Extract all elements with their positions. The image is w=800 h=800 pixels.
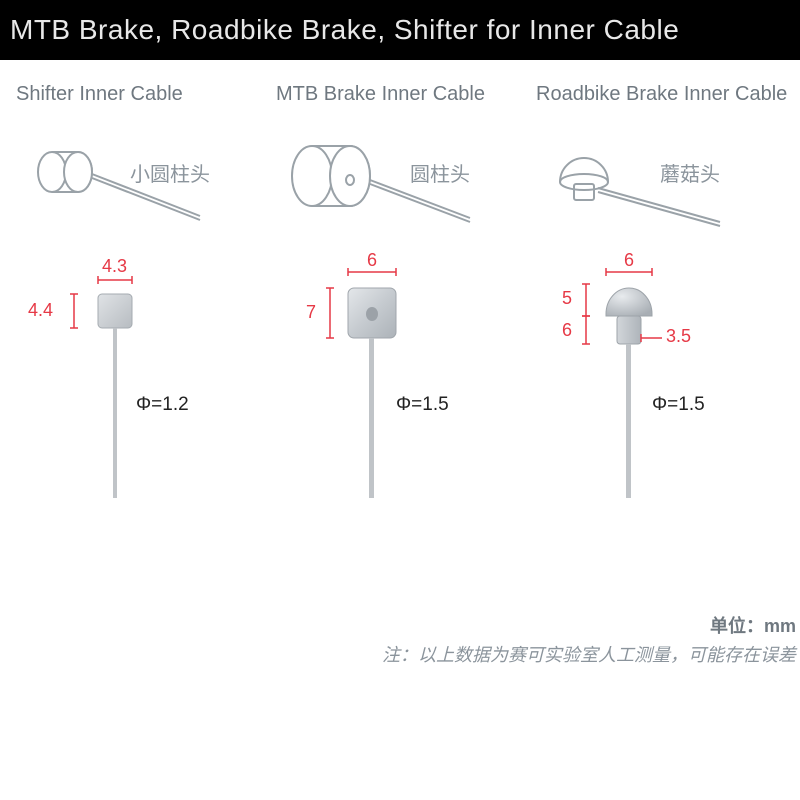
col-road: Roadbike Brake Inner Cable 蘑菇头 — [530, 60, 790, 534]
road-dim-neckh: 6 — [562, 320, 572, 341]
shifter-cn-label: 小圆柱头 — [130, 158, 210, 187]
road-dim-capw: 6 — [624, 250, 634, 271]
banner: MTB Brake, Roadbike Brake, Shifter for I… — [0, 0, 800, 60]
road-sketch-svg — [530, 134, 790, 254]
mtb-sketch-svg — [270, 134, 530, 254]
shifter-dia: Φ=1.2 — [136, 394, 189, 416]
road-dim-neckw: 3.5 — [666, 326, 691, 347]
col-road-title: Roadbike Brake Inner Cable — [530, 60, 790, 134]
mtb-cn-label: 圆柱头 — [410, 158, 470, 187]
mtb-dim-w: 6 — [367, 250, 377, 271]
shifter-dim: 4.3 4.4 Φ=1.2 — [10, 254, 270, 534]
col-mtb: MTB Brake Inner Cable 圆柱头 — [270, 60, 530, 534]
road-sketch: 蘑菇头 — [530, 134, 790, 254]
shifter-dim-h: 4.4 — [28, 300, 53, 321]
road-dia: Φ=1.5 — [652, 394, 705, 416]
shifter-sketch-svg — [10, 134, 270, 254]
footer-note: 注：以上数据为赛可实验室人工测量，可能存在误差 — [382, 641, 796, 670]
mtb-sketch: 圆柱头 — [270, 134, 530, 254]
shifter-dim-w: 4.3 — [102, 256, 127, 277]
road-dim-caph: 5 — [562, 288, 572, 309]
unit-label: 单位：mm — [382, 612, 796, 641]
col-shifter: Shifter Inner Cable 小圆柱头 — [10, 60, 270, 534]
footer: 单位：mm 注：以上数据为赛可实验室人工测量，可能存在误差 — [382, 612, 800, 670]
columns-grid: Shifter Inner Cable 小圆柱头 — [0, 60, 800, 534]
road-cn-label: 蘑菇头 — [660, 158, 720, 187]
mtb-dim: 6 7 Φ=1.5 — [270, 254, 530, 534]
mtb-dia: Φ=1.5 — [396, 394, 449, 416]
shifter-sketch: 小圆柱头 — [10, 134, 270, 254]
banner-title: MTB Brake, Roadbike Brake, Shifter for I… — [10, 14, 679, 45]
col-mtb-title: MTB Brake Inner Cable — [270, 60, 530, 134]
mtb-dim-h: 7 — [306, 302, 316, 323]
col-shifter-title: Shifter Inner Cable — [10, 60, 270, 134]
road-dim: 6 5 6 3.5 Φ=1.5 — [530, 254, 790, 534]
